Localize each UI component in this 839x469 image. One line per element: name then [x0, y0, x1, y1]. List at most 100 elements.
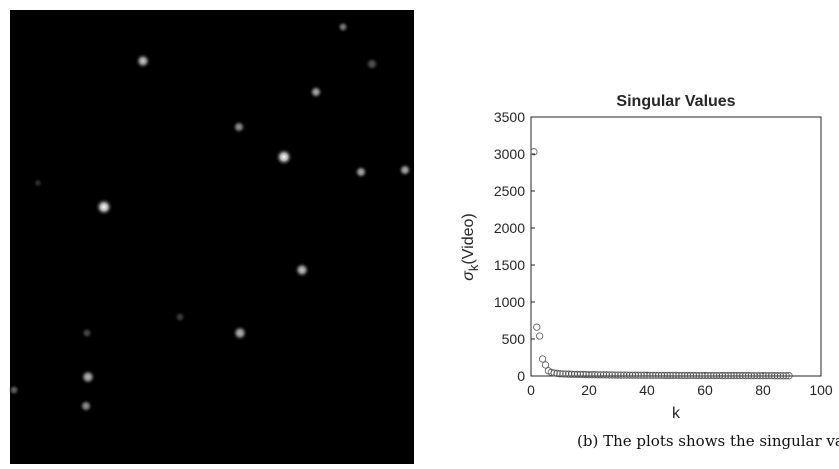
- video-frame: [10, 10, 414, 464]
- point: [686, 371, 695, 380]
- point: [666, 371, 674, 380]
- point: [782, 372, 790, 380]
- chart-title: Singular Values: [616, 93, 735, 110]
- x-tick-label: 100: [809, 382, 833, 398]
- point: [608, 371, 616, 379]
- point: [736, 372, 744, 380]
- point: [640, 371, 648, 379]
- point: [756, 372, 764, 380]
- point: [727, 372, 735, 380]
- y-label-text: (Video): [460, 213, 477, 264]
- point: [678, 371, 686, 380]
- y-tick-label: 500: [502, 331, 526, 347]
- point: [533, 323, 541, 331]
- point: [698, 371, 706, 380]
- point: [588, 371, 596, 379]
- point: [675, 371, 683, 380]
- point: [695, 371, 703, 380]
- y-label-symbol: σ: [460, 270, 477, 281]
- chart: Singular Values k σk(Video) (b) The plot…: [460, 93, 839, 450]
- point: [741, 372, 750, 380]
- y-label-subscript: k: [466, 264, 481, 271]
- point: [649, 371, 657, 379]
- caption: (b) The plots shows the singular valu: [577, 432, 839, 450]
- frame-spots: [8, 21, 412, 413]
- point: [643, 371, 651, 379]
- x-tick-label: 20: [581, 382, 597, 398]
- point: [611, 371, 619, 379]
- point: [712, 371, 721, 380]
- point: [669, 371, 677, 380]
- x-tick-label: 40: [639, 382, 655, 398]
- point: [692, 371, 700, 380]
- point: [559, 370, 567, 378]
- point: [570, 370, 579, 378]
- point: [747, 372, 756, 380]
- point: [585, 371, 593, 379]
- point: [530, 148, 538, 156]
- point: [733, 372, 741, 380]
- point: [715, 371, 724, 380]
- x-axis-label: k: [672, 405, 681, 422]
- point: [710, 371, 718, 380]
- point: [689, 371, 698, 380]
- point: [652, 371, 660, 379]
- point: [654, 371, 663, 379]
- point: [753, 372, 761, 380]
- point: [594, 371, 602, 379]
- axes-box: [530, 116, 822, 377]
- point: [567, 370, 576, 378]
- point: [718, 372, 727, 380]
- point: [663, 371, 671, 380]
- point: [765, 372, 773, 380]
- point: [660, 371, 669, 380]
- x-tick-label: 0: [527, 382, 535, 398]
- point: [681, 371, 689, 380]
- point: [547, 368, 555, 376]
- point: [770, 372, 779, 380]
- point: [739, 372, 747, 380]
- point: [750, 372, 758, 380]
- point: [556, 370, 564, 378]
- point: [628, 371, 637, 379]
- point: [599, 371, 608, 379]
- point: [565, 370, 573, 378]
- point: [562, 370, 570, 378]
- point: [773, 372, 782, 380]
- point: [730, 372, 738, 380]
- point: [536, 332, 544, 340]
- point: [596, 371, 605, 379]
- point: [721, 372, 729, 380]
- point: [582, 370, 590, 379]
- point: [614, 371, 622, 379]
- y-tick-label: 2500: [494, 183, 525, 199]
- point: [634, 371, 642, 379]
- point: [776, 372, 785, 380]
- point: [553, 369, 561, 378]
- point: [579, 370, 587, 379]
- x-tick-label: 80: [755, 382, 771, 398]
- y-tick-label: 0: [517, 368, 525, 384]
- y-axis-label: σk(Video): [460, 213, 481, 280]
- y-tick-label: 1500: [494, 257, 525, 273]
- point: [768, 372, 776, 380]
- point: [576, 370, 584, 379]
- point: [605, 371, 613, 379]
- y-tick-label: 2000: [494, 220, 525, 236]
- y-tick-label: 1000: [494, 294, 525, 310]
- point: [657, 371, 666, 379]
- point: [541, 361, 550, 369]
- point: [646, 371, 654, 379]
- point: [762, 372, 770, 380]
- point: [602, 371, 611, 379]
- point: [620, 371, 628, 379]
- point: [759, 372, 767, 380]
- point: [591, 371, 599, 379]
- point: [573, 370, 582, 378]
- point: [701, 371, 709, 380]
- point: [672, 371, 680, 380]
- point: [704, 371, 712, 380]
- point: [724, 372, 732, 380]
